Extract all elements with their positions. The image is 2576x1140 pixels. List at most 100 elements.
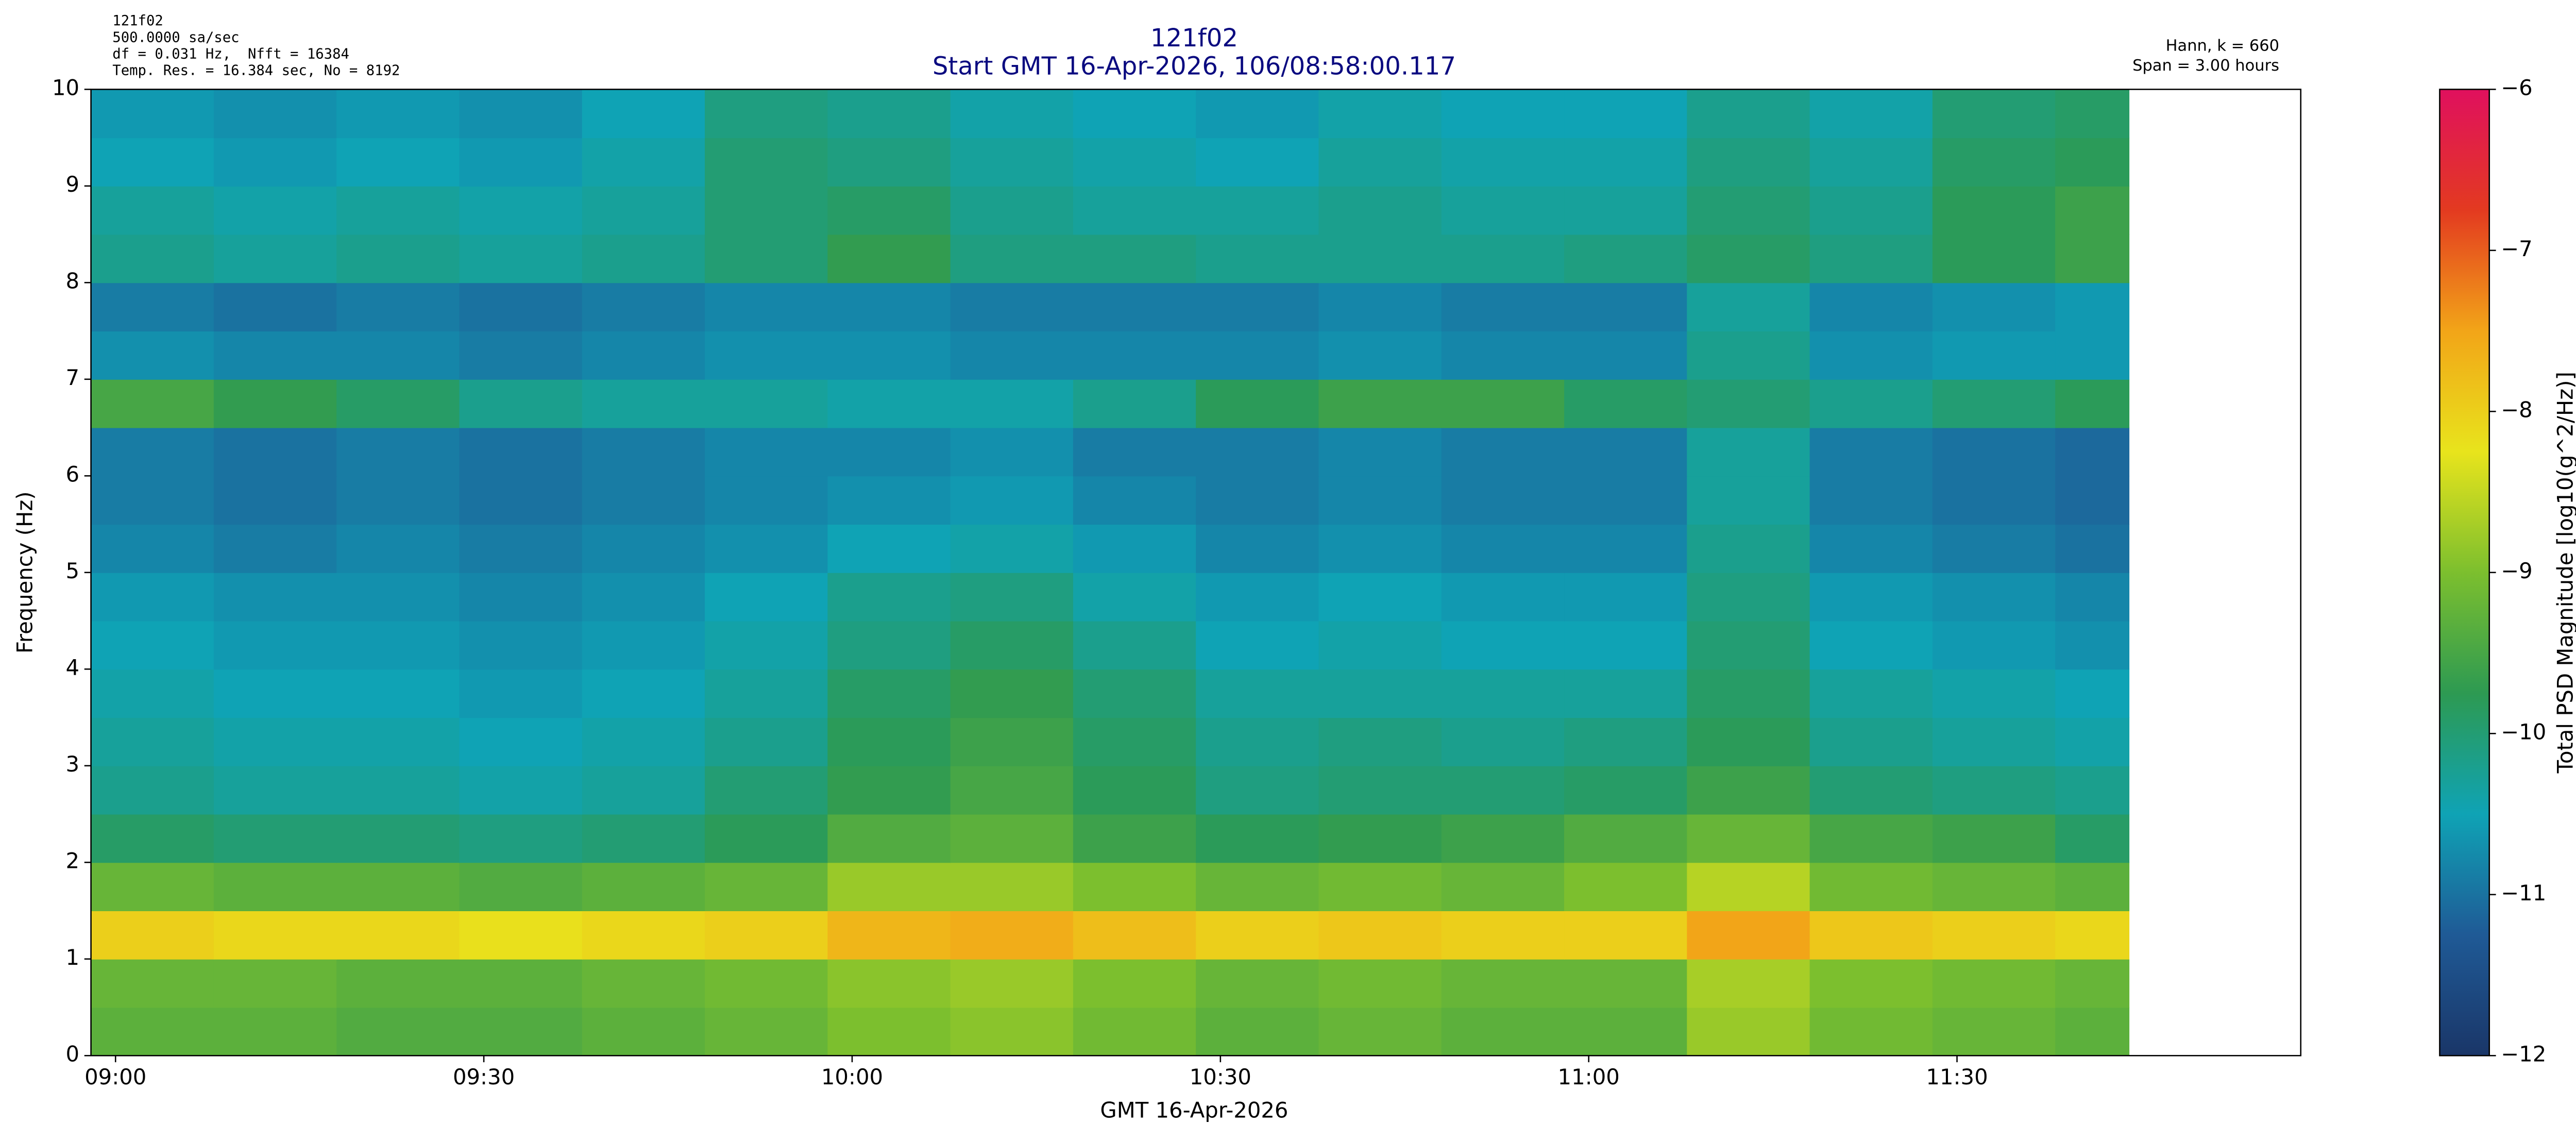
heatmap-cell bbox=[213, 814, 337, 863]
heatmap-cell bbox=[1318, 959, 1442, 1008]
colorbar-tick-label: −10 bbox=[2501, 719, 2546, 744]
heatmap-cell bbox=[459, 89, 583, 139]
heatmap-cell bbox=[1932, 959, 2056, 1008]
heatmap-cell bbox=[1073, 572, 1197, 622]
heatmap-cell bbox=[1932, 138, 2056, 187]
heatmap-cell bbox=[336, 669, 460, 718]
heatmap-cell bbox=[1809, 911, 1933, 960]
heatmap-cell bbox=[582, 379, 705, 428]
heatmap-cell bbox=[1196, 427, 1319, 477]
heatmap-cell bbox=[950, 717, 1074, 766]
heatmap-cell bbox=[91, 621, 214, 670]
heatmap-cell bbox=[1073, 524, 1197, 573]
heatmap-cell bbox=[1196, 138, 1319, 187]
colorbar-tick-label: −11 bbox=[2501, 880, 2546, 906]
heatmap-cell bbox=[1318, 572, 1442, 622]
heatmap-cell bbox=[1809, 138, 1933, 187]
heatmap-cell bbox=[582, 765, 705, 815]
heatmap-cell bbox=[91, 379, 214, 428]
y-tick-label: 4 bbox=[66, 655, 80, 680]
heatmap-cell bbox=[1687, 186, 1810, 235]
heatmap-cell bbox=[1441, 717, 1565, 766]
heatmap-cell bbox=[1441, 379, 1565, 428]
info-right: Span = 3.00 hours bbox=[2132, 57, 2279, 75]
heatmap-cell bbox=[2055, 814, 2130, 863]
heatmap-cell bbox=[1932, 186, 2056, 235]
heatmap-cell bbox=[1318, 524, 1442, 573]
heatmap-cell bbox=[336, 1007, 460, 1057]
heatmap-cell bbox=[336, 717, 460, 766]
heatmap-cell bbox=[1564, 89, 1688, 139]
heatmap-cell bbox=[950, 862, 1074, 911]
heatmap-cell bbox=[1809, 669, 1933, 718]
heatmap-cell bbox=[1196, 814, 1319, 863]
heatmap-cell bbox=[91, 138, 214, 187]
y-tick-label: 8 bbox=[66, 268, 80, 293]
heatmap-cell bbox=[1932, 89, 2056, 139]
heatmap-cell bbox=[1441, 89, 1565, 139]
heatmap-cell bbox=[1687, 911, 1810, 960]
heatmap-cell bbox=[582, 862, 705, 911]
heatmap-cell bbox=[2055, 1007, 2130, 1057]
heatmap-cell bbox=[2055, 572, 2130, 622]
heatmap-cell bbox=[582, 1007, 705, 1057]
heatmap-cell bbox=[1318, 89, 1442, 139]
colorbar bbox=[2439, 89, 2490, 1057]
heatmap-cell bbox=[1809, 476, 1933, 525]
colorbar-tick-label: −12 bbox=[2501, 1041, 2546, 1066]
heatmap-cell bbox=[1073, 476, 1197, 525]
heatmap-cell bbox=[459, 669, 583, 718]
heatmap-cell bbox=[1687, 331, 1810, 380]
heatmap-cell bbox=[827, 862, 951, 911]
heatmap-cell bbox=[827, 476, 951, 525]
heatmap-cell bbox=[1809, 89, 1933, 139]
heatmap-cell bbox=[213, 331, 337, 380]
heatmap-cell bbox=[1441, 331, 1565, 380]
heatmap-cell bbox=[459, 621, 583, 670]
chart-title: 121f02 bbox=[1150, 24, 1238, 53]
heatmap-cell bbox=[336, 572, 460, 622]
heatmap-cell bbox=[459, 234, 583, 283]
heatmap-cell bbox=[1564, 862, 1688, 911]
heatmap-cell bbox=[1687, 427, 1810, 477]
heatmap-cell bbox=[827, 572, 951, 622]
heatmap-cell bbox=[459, 1007, 583, 1057]
heatmap-cell bbox=[1073, 765, 1197, 815]
heatmap-cell bbox=[1196, 717, 1319, 766]
heatmap-cell bbox=[459, 862, 583, 911]
heatmap-cell bbox=[213, 476, 337, 525]
heatmap-cell bbox=[1441, 814, 1565, 863]
heatmap-cell bbox=[459, 138, 583, 187]
heatmap-cell bbox=[91, 89, 214, 139]
heatmap-cell bbox=[582, 572, 705, 622]
heatmap-cell bbox=[1809, 379, 1933, 428]
heatmap-cell bbox=[705, 524, 828, 573]
heatmap-cell bbox=[1809, 282, 1933, 332]
heatmap-cell bbox=[91, 331, 214, 380]
heatmap-cell bbox=[2055, 186, 2130, 235]
heatmap-cell bbox=[1564, 234, 1688, 283]
heatmap-cell bbox=[705, 282, 828, 332]
heatmap-cell bbox=[1196, 911, 1319, 960]
heatmap-cell bbox=[582, 89, 705, 139]
heatmap-cell bbox=[1564, 379, 1688, 428]
heatmap-cell bbox=[827, 959, 951, 1008]
heatmap-cell bbox=[1441, 476, 1565, 525]
heatmap-cell bbox=[1318, 621, 1442, 670]
heatmap-cell bbox=[459, 959, 583, 1008]
heatmap-cell bbox=[1441, 621, 1565, 670]
x-axis-label: GMT 16-Apr-2026 bbox=[1100, 1097, 1288, 1122]
heatmap-cell bbox=[1196, 379, 1319, 428]
heatmap-cell bbox=[336, 524, 460, 573]
heatmap-cell bbox=[1073, 282, 1197, 332]
heatmap-cell bbox=[1073, 621, 1197, 670]
heatmap-cell bbox=[1809, 814, 1933, 863]
heatmap-cell bbox=[459, 911, 583, 960]
heatmap-cell bbox=[2055, 89, 2130, 139]
heatmap-cell bbox=[1932, 476, 2056, 525]
heatmap-cell bbox=[213, 669, 337, 718]
heatmap-cell bbox=[1441, 138, 1565, 187]
heatmap-cell bbox=[1932, 282, 2056, 332]
heatmap-cell bbox=[2055, 476, 2130, 525]
heatmap-cell bbox=[1196, 1007, 1319, 1057]
